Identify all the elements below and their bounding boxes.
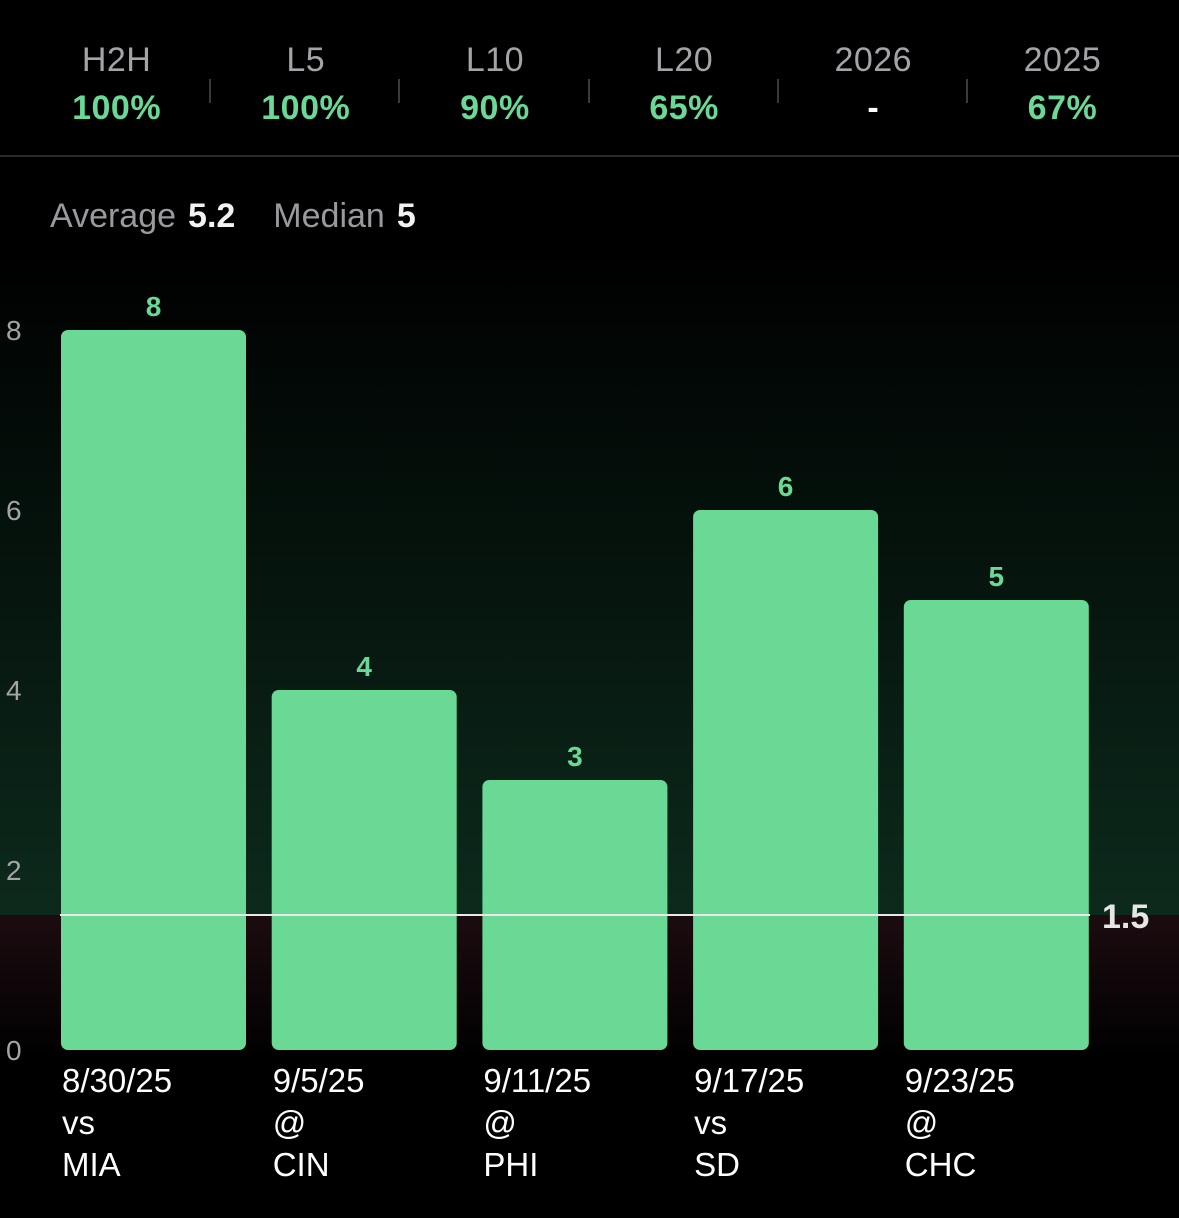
stat-l20[interactable]: L20 65%: [590, 0, 779, 156]
stat-value: 100%: [72, 89, 162, 127]
threshold-label: 1.5: [1102, 898, 1149, 936]
header-divider: [0, 155, 1179, 157]
stat-l5[interactable]: L5 100%: [211, 0, 401, 156]
stat-label: 2025: [1023, 41, 1102, 79]
average-label: Average: [50, 197, 177, 235]
bars: [61, 330, 1089, 1050]
stat-label: 2026: [834, 41, 913, 79]
stat-label: L10: [465, 41, 525, 79]
y-tick-label: 6: [6, 495, 22, 526]
median-value: 5: [396, 197, 416, 235]
x-tick-date: 9/5/25: [273, 1062, 365, 1099]
x-tick-opponent: MIA: [62, 1146, 121, 1183]
stat-separator: [398, 79, 401, 103]
data-label: 6: [778, 471, 794, 502]
median-label: Median: [273, 197, 385, 235]
stat-value: 65%: [649, 89, 719, 127]
x-tick-date: 9/17/25: [694, 1062, 804, 1099]
stat-separator: [965, 79, 968, 103]
stat-label: H2H: [81, 41, 152, 79]
stat-value: 90%: [460, 89, 530, 127]
y-axis: 0 2 4 6 8: [6, 315, 22, 1066]
x-axis: 8/30/25 vs MIA 9/5/25 @ CIN 9/11/25 @ PHI 9/17/25…: [62, 1062, 1015, 1183]
summary-row: Average 5.2 Median 5: [50, 196, 416, 236]
stat-separator: [587, 79, 590, 103]
stat-2026[interactable]: 2026 -: [779, 0, 968, 156]
average-value: 5.2: [188, 197, 236, 235]
stat-value: 67%: [1027, 89, 1098, 127]
stat-2025[interactable]: 2025 67%: [968, 0, 1157, 156]
data-label: 5: [989, 561, 1005, 592]
y-tick-label: 2: [6, 855, 22, 886]
bar[interactable]: [61, 330, 246, 1050]
stat-value: -: [867, 89, 880, 127]
x-tick-date: 9/11/25: [483, 1062, 591, 1099]
x-tick-venue: @: [483, 1104, 517, 1141]
bar[interactable]: [693, 510, 879, 1050]
x-tick-venue: vs: [62, 1104, 95, 1141]
x-tick-date: 8/30/25: [62, 1062, 172, 1099]
x-tick-venue: @: [905, 1104, 939, 1141]
x-tick-opponent: PHI: [483, 1146, 538, 1183]
stat-label: L5: [286, 41, 326, 79]
x-tick-venue: @: [273, 1104, 307, 1141]
stat-l10[interactable]: L10 90%: [400, 0, 590, 156]
data-labels: 8 4 3 6 5: [146, 291, 1004, 772]
x-tick-opponent: SD: [694, 1146, 740, 1183]
bar[interactable]: [903, 600, 1089, 1050]
stat-label: L20: [654, 41, 714, 79]
x-tick-opponent: CHC: [905, 1146, 977, 1183]
x-tick-date: 9/23/25: [905, 1062, 1015, 1099]
data-label: 4: [356, 651, 372, 682]
data-label: 8: [146, 291, 162, 322]
y-tick-label: 4: [6, 675, 22, 706]
x-tick-opponent: CIN: [273, 1146, 330, 1183]
data-label: 3: [567, 741, 583, 772]
hit-rate-strip: H2H 100% L5 100% L10 90% L20 65% 2026 - …: [0, 0, 1179, 156]
stat-value: 100%: [261, 89, 351, 127]
y-tick-label: 8: [6, 315, 22, 346]
x-tick-venue: vs: [694, 1104, 727, 1141]
stat-h2h[interactable]: H2H 100%: [22, 0, 212, 156]
y-tick-label: 0: [6, 1035, 22, 1066]
stat-separator: [776, 79, 779, 103]
stat-separator: [209, 79, 212, 103]
bar[interactable]: [271, 690, 457, 1050]
